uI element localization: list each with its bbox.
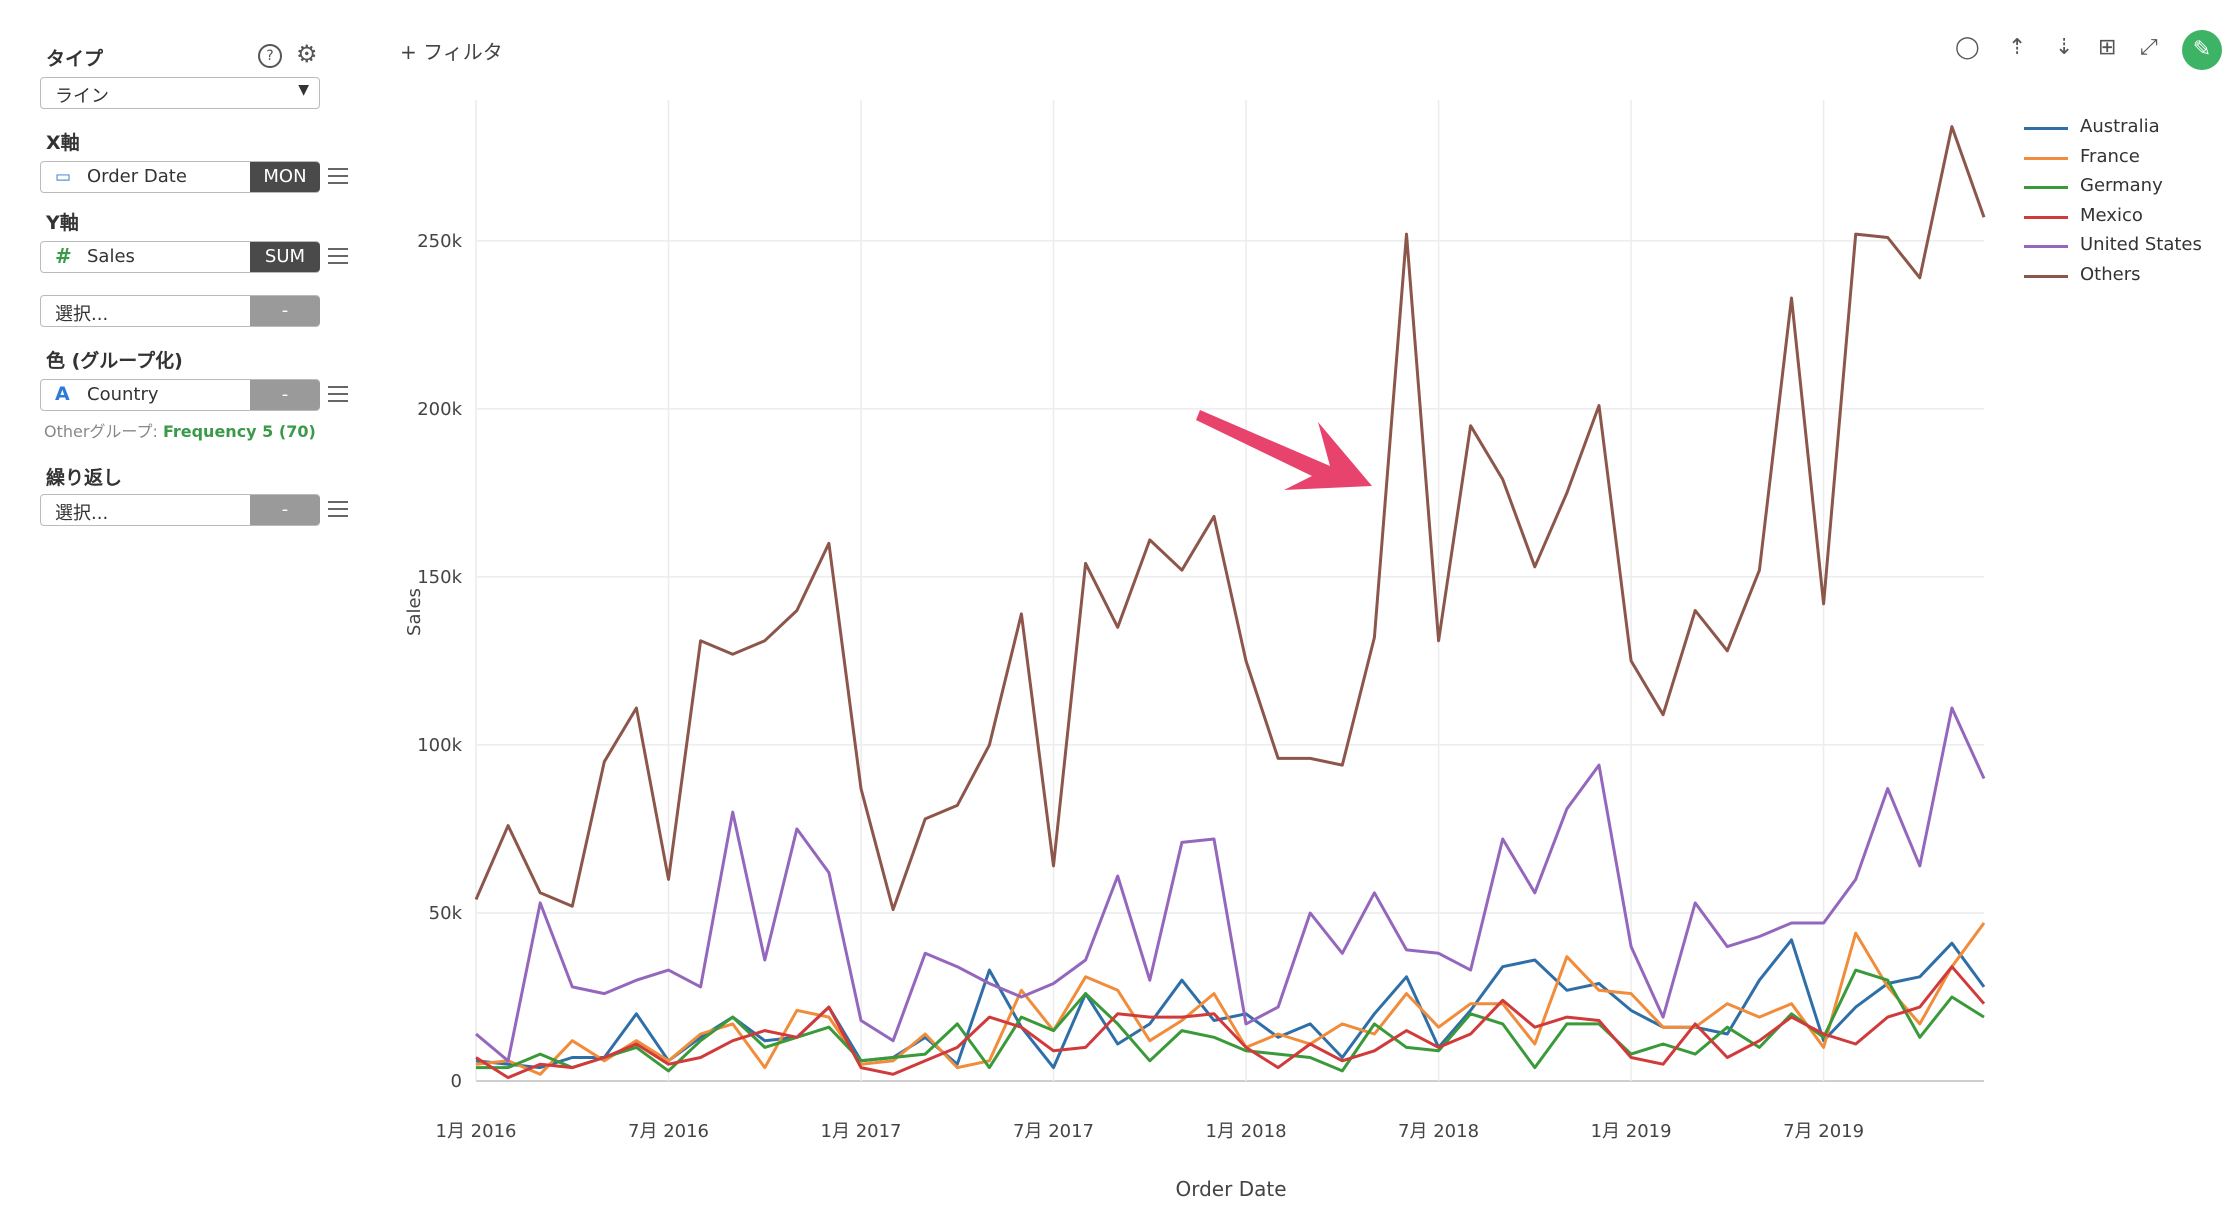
number-icon: #	[55, 244, 72, 268]
series-line-france[interactable]	[475, 922, 1986, 1076]
y-tick-label: 250k	[417, 231, 462, 252]
menu-icon[interactable]	[328, 386, 348, 402]
x-axis-label: X軸	[46, 132, 80, 154]
series-line-others[interactable]	[474, 125, 1986, 912]
legend-swatch	[2024, 274, 2068, 278]
chart-type-select[interactable]: ライン ▼	[40, 77, 320, 109]
legend-swatch	[2024, 245, 2068, 248]
pin-icon[interactable]: ✎	[2182, 30, 2222, 70]
legend-item[interactable]: France	[2022, 146, 2222, 170]
table-icon[interactable]: ⊞	[2098, 35, 2117, 60]
legend-item[interactable]: Mexico	[2022, 205, 2222, 229]
color-group-label: 色 (グループ化)	[46, 350, 183, 372]
text-type-icon: A	[55, 383, 70, 405]
other-group-prefix: Otherグループ:	[44, 422, 163, 441]
legend-label: Germany	[2080, 175, 2163, 196]
comment-icon[interactable]: ◯	[1955, 35, 1980, 60]
upload-icon[interactable]: ⇡	[2008, 35, 2027, 60]
color-field-name: Country	[87, 384, 159, 405]
color-agg-button[interactable]: -	[250, 380, 320, 410]
menu-icon[interactable]	[328, 501, 348, 517]
y-tick-label: 150k	[417, 567, 462, 588]
menu-icon[interactable]	[328, 168, 348, 184]
repeat-agg-button[interactable]: -	[250, 495, 320, 525]
series-line-germany[interactable]	[476, 968, 1985, 1073]
legend-item[interactable]: Others	[2022, 264, 2222, 288]
x-axis-field[interactable]: ▭ Order Date MON	[40, 161, 320, 193]
y-axis-title: Sales	[404, 588, 425, 636]
annotation-arrow	[1196, 410, 1372, 490]
legend-label: Australia	[2080, 116, 2160, 137]
y-axis-field-name: Sales	[87, 246, 135, 267]
add-filter-button[interactable]: + フィルタ	[400, 40, 503, 64]
y-axis-label: Y軸	[46, 212, 79, 234]
gear-icon[interactable]: ⚙	[296, 40, 318, 68]
legend-swatch	[2024, 186, 2068, 189]
legend-label: Others	[2080, 263, 2141, 285]
y-tick-label: 50k	[429, 903, 463, 924]
x-axis-title: Order Date	[1176, 1177, 1287, 1201]
x-tick-label: 1月 2018	[1206, 1121, 1287, 1142]
legend-item[interactable]: United States	[2022, 234, 2222, 258]
series-line-united-states[interactable]	[475, 706, 1986, 1063]
y-tick-label: 200k	[417, 399, 462, 420]
x-tick-label: 1月 2019	[1591, 1121, 1672, 1142]
x-tick-label: 1月 2017	[821, 1121, 902, 1142]
y-axis-agg-button[interactable]: SUM	[250, 242, 320, 272]
legend-label: France	[2080, 145, 2140, 167]
y2-axis-select[interactable]: 選択... -	[40, 295, 320, 327]
x-axis-agg-button[interactable]: MON	[250, 162, 320, 192]
x-tick-label: 7月 2018	[1398, 1121, 1479, 1142]
series-line-mexico[interactable]	[475, 965, 1986, 1080]
series-line-australia[interactable]	[475, 938, 1986, 1070]
legend-item[interactable]: Germany	[2022, 175, 2222, 199]
y2-agg-button[interactable]: -	[250, 296, 320, 326]
repeat-select[interactable]: 選択... -	[40, 494, 320, 526]
other-group-link[interactable]: Frequency 5 (70)	[162, 422, 316, 441]
chevron-down-icon: ▼	[298, 82, 309, 98]
x-tick-label: 7月 2017	[1013, 1121, 1094, 1142]
x-axis-field-name: Order Date	[87, 166, 187, 187]
y-tick-label: 100k	[417, 735, 462, 756]
x-tick-label: 1月 2016	[436, 1121, 517, 1142]
legend-label: Mexico	[2080, 204, 2143, 226]
y-tick-label: 0	[451, 1071, 462, 1092]
chart-type-value: ライン	[55, 86, 109, 107]
calendar-icon: ▭	[55, 167, 72, 187]
x-tick-label: 7月 2019	[1783, 1121, 1864, 1142]
expand-icon[interactable]: ⤢	[2140, 35, 2158, 60]
help-icon[interactable]: ?	[258, 44, 282, 68]
other-group-note: Otherグループ: Frequency 5 (70)	[44, 418, 316, 442]
color-field[interactable]: A Country -	[40, 379, 320, 411]
y-axis-field[interactable]: # Sales SUM	[40, 241, 320, 273]
x-tick-label: 7月 2016	[628, 1121, 709, 1142]
repeat-label: 繰り返し	[46, 467, 123, 489]
type-label: タイプ	[46, 48, 104, 70]
legend-swatch	[2024, 127, 2068, 130]
legend-item[interactable]: Australia	[2022, 116, 2222, 140]
legend-swatch	[2024, 156, 2068, 160]
legend-label: United States	[2080, 234, 2202, 255]
legend-swatch	[2024, 215, 2068, 219]
download-icon[interactable]: ⇣	[2055, 35, 2074, 60]
select-placeholder: 選択...	[55, 304, 109, 325]
menu-icon[interactable]	[328, 248, 348, 264]
select-placeholder: 選択...	[55, 503, 109, 524]
